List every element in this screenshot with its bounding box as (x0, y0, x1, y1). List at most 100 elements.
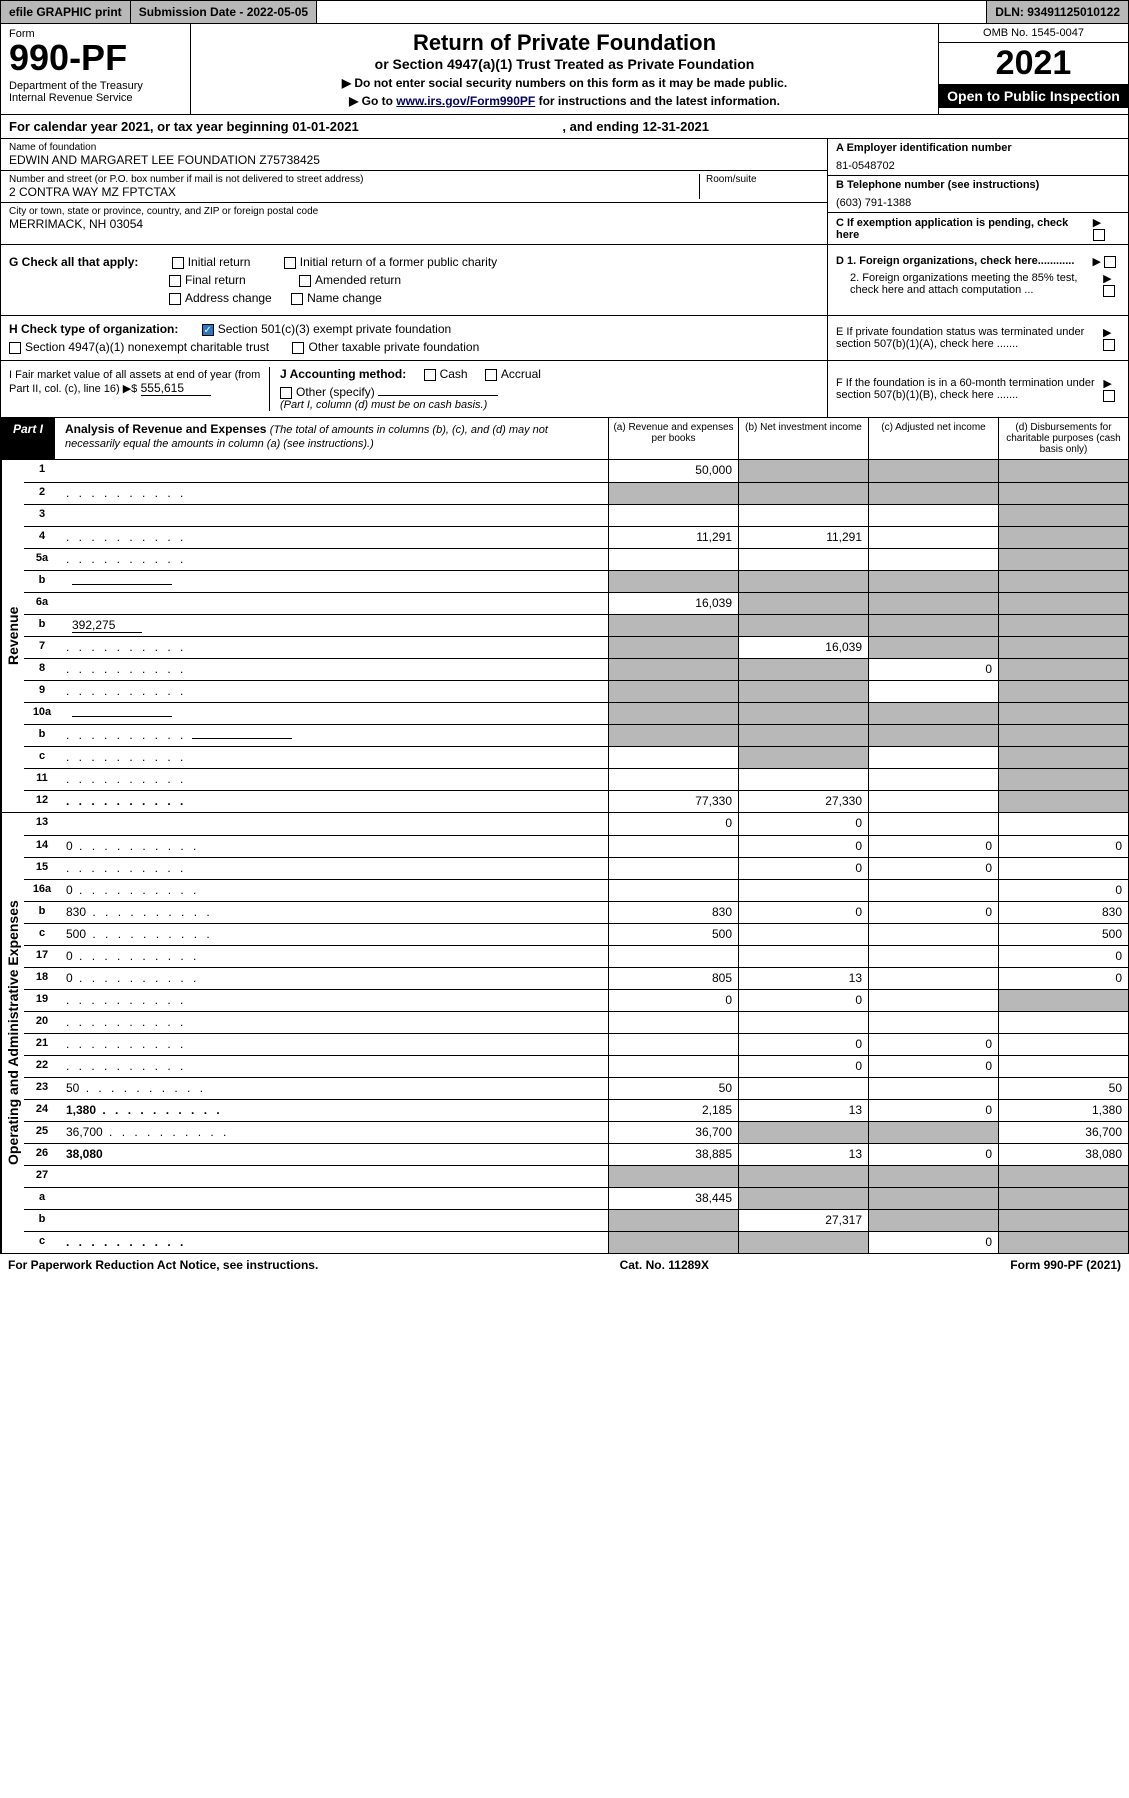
d2-checkbox[interactable] (1103, 285, 1115, 297)
cell-d (998, 460, 1128, 482)
cell-d (998, 571, 1128, 592)
cell-b (738, 1232, 868, 1253)
row-number: 11 (24, 769, 60, 790)
h-4947-checkbox[interactable] (9, 342, 21, 354)
cell-d (998, 813, 1128, 835)
cell-c (868, 1122, 998, 1143)
e-checkbox[interactable] (1103, 339, 1115, 351)
j-accrual-checkbox[interactable] (485, 369, 497, 381)
final-return-checkbox[interactable] (169, 275, 181, 287)
cell-b: 0 (738, 836, 868, 857)
row-number: c (24, 924, 60, 945)
initial-former-checkbox[interactable] (284, 257, 296, 269)
cell-c (868, 1012, 998, 1033)
h-other-checkbox[interactable] (292, 342, 304, 354)
calendar-end: , and ending 12-31-2021 (562, 119, 709, 134)
amended-return-checkbox[interactable] (299, 275, 311, 287)
cell-d (998, 681, 1128, 702)
cell-c (868, 571, 998, 592)
cell-b (738, 593, 868, 614)
row-number: 24 (24, 1100, 60, 1121)
row-description (60, 1056, 608, 1077)
cell-a (608, 1166, 738, 1187)
row-description (60, 460, 608, 482)
revenue-sidelabel: Revenue (1, 460, 24, 812)
cell-a: 500 (608, 924, 738, 945)
cell-a (608, 1012, 738, 1033)
d1-checkbox[interactable] (1104, 256, 1116, 268)
row-description (60, 527, 608, 548)
row-description (60, 1188, 608, 1209)
cell-c (868, 527, 998, 548)
revenue-table: Revenue 150,00023411,29111,2915ab6a16,03… (0, 460, 1129, 813)
row-number: b (24, 1210, 60, 1231)
row-number: 18 (24, 968, 60, 989)
cell-b (738, 1012, 868, 1033)
row-description (60, 791, 608, 812)
cell-d (998, 791, 1128, 812)
cell-b (738, 681, 868, 702)
cell-b (738, 1166, 868, 1187)
cell-d: 36,700 (998, 1122, 1128, 1143)
form-title: Return of Private Foundation (203, 30, 926, 56)
f-checkbox[interactable] (1103, 390, 1115, 402)
j-cash-checkbox[interactable] (424, 369, 436, 381)
table-row: 3 (24, 504, 1128, 526)
table-row: c (24, 746, 1128, 768)
row-number: 12 (24, 791, 60, 812)
cell-b: 27,317 (738, 1210, 868, 1231)
table-row: 1900 (24, 989, 1128, 1011)
cell-b (738, 769, 868, 790)
cell-a (608, 1034, 738, 1055)
cell-d (998, 659, 1128, 680)
row-number: b (24, 725, 60, 746)
cell-d (998, 703, 1128, 724)
row-number: 19 (24, 990, 60, 1011)
row-number: c (24, 747, 60, 768)
cell-b (738, 946, 868, 967)
row-description (60, 1012, 608, 1033)
table-row: 23505050 (24, 1077, 1128, 1099)
row-description: 50 (60, 1078, 608, 1099)
cell-b (738, 505, 868, 526)
department: Department of the Treasury Internal Reve… (9, 80, 182, 104)
cell-d: 50 (998, 1078, 1128, 1099)
cell-a (608, 703, 738, 724)
row-description (60, 858, 608, 879)
h-501c3-checkbox[interactable] (202, 324, 214, 336)
row-number: 2 (24, 483, 60, 504)
cell-d (998, 858, 1128, 879)
table-row: b392,275 (24, 614, 1128, 636)
d2-label: 2. Foreign organizations meeting the 85%… (836, 272, 1103, 297)
cell-b (738, 571, 868, 592)
table-row: b (24, 724, 1128, 746)
name-change-checkbox[interactable] (291, 293, 303, 305)
initial-return-checkbox[interactable] (172, 257, 184, 269)
row-description: 38,080 (60, 1144, 608, 1165)
table-row: 80 (24, 658, 1128, 680)
row-number: 9 (24, 681, 60, 702)
cell-d (998, 747, 1128, 768)
calendar-year-row: For calendar year 2021, or tax year begi… (0, 115, 1129, 139)
part1-header-row: Part I Analysis of Revenue and Expenses … (0, 418, 1129, 460)
irs-link[interactable]: www.irs.gov/Form990PF (396, 94, 535, 108)
row-description (60, 505, 608, 526)
cell-a (608, 836, 738, 857)
cell-c: 0 (868, 1100, 998, 1121)
table-row: b (24, 570, 1128, 592)
address-change-checkbox[interactable] (169, 293, 181, 305)
row-description (60, 1166, 608, 1187)
j-other-checkbox[interactable] (280, 387, 292, 399)
efile-label: efile GRAPHIC print (1, 1, 131, 23)
cell-c: 0 (868, 1034, 998, 1055)
cell-c (868, 924, 998, 945)
table-row: 2200 (24, 1055, 1128, 1077)
table-row: a38,445 (24, 1187, 1128, 1209)
cell-b (738, 615, 868, 636)
row-description: 0 (60, 880, 608, 901)
cell-a: 0 (608, 813, 738, 835)
form-subtitle: or Section 4947(a)(1) Trust Treated as P… (203, 56, 926, 72)
exempt-checkbox[interactable] (1093, 229, 1105, 241)
cell-c (868, 505, 998, 526)
cell-d (998, 1188, 1128, 1209)
